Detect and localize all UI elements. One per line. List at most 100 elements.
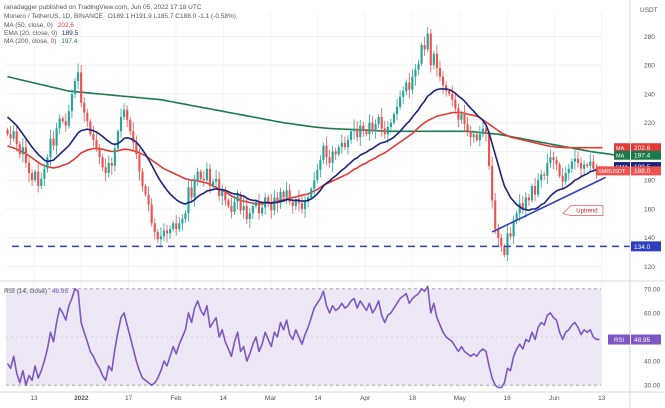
candle-body xyxy=(392,114,396,123)
time-tick-label: 13 xyxy=(30,395,38,402)
candle xyxy=(24,139,28,168)
support-badge: 134.0 xyxy=(631,241,661,252)
candle-body xyxy=(469,131,472,138)
candle-body xyxy=(380,116,383,129)
candle xyxy=(570,158,573,173)
legend-ma200[interactable]: MA (200, close, 0) 197.4 xyxy=(4,38,77,46)
candle xyxy=(346,135,350,155)
candle-body xyxy=(80,72,83,103)
candle-body xyxy=(242,206,245,211)
candle xyxy=(322,142,325,164)
candle xyxy=(383,121,386,139)
candle xyxy=(12,124,15,142)
candle-body xyxy=(359,125,362,138)
candle xyxy=(319,155,322,178)
price-badge-tag-bg xyxy=(614,150,630,160)
candle xyxy=(472,130,475,143)
candle xyxy=(104,158,107,182)
candle-body xyxy=(368,122,371,135)
candle-body xyxy=(132,131,135,143)
legend-ema20[interactable]: EMA (20, close, 0) 189.5 xyxy=(4,30,78,38)
candle-body xyxy=(294,198,297,207)
candle xyxy=(546,153,549,185)
candle xyxy=(343,136,346,151)
candle-body xyxy=(18,144,21,155)
candle-body xyxy=(101,157,104,168)
candle-body xyxy=(561,175,564,182)
candle xyxy=(162,223,166,242)
candle xyxy=(34,169,37,183)
candle-body xyxy=(49,138,52,158)
candle-body xyxy=(423,45,426,50)
candle-body xyxy=(441,76,445,86)
candle-body xyxy=(395,106,399,115)
legend-ma50-value: 202.6 xyxy=(57,22,74,29)
candle xyxy=(494,193,497,234)
candle-body xyxy=(273,197,276,211)
candle xyxy=(27,157,31,183)
candle xyxy=(70,89,74,119)
price-badge-tag-bg xyxy=(596,166,630,176)
candle-body xyxy=(478,134,481,140)
candle xyxy=(521,195,524,214)
candle xyxy=(169,225,172,240)
candle xyxy=(512,215,515,244)
candle-body xyxy=(515,213,518,221)
candle-body xyxy=(509,233,512,237)
rsi-legend[interactable]: RSI (14, close) 48.95 xyxy=(4,288,68,296)
candle-body xyxy=(555,160,558,165)
time-tick-label: Apr xyxy=(360,395,371,402)
candle-body xyxy=(205,168,208,181)
legend-ma50-label: MA (50, close, 0) xyxy=(4,22,53,29)
candle xyxy=(251,202,254,219)
candle xyxy=(402,86,405,105)
candle-body xyxy=(86,112,89,122)
candle-body xyxy=(175,223,178,230)
candle xyxy=(242,197,245,219)
price-badge-value: 197.4 xyxy=(634,153,651,160)
candle xyxy=(270,194,273,219)
candle xyxy=(567,163,570,181)
candle xyxy=(331,145,334,173)
candle xyxy=(533,177,537,202)
candle xyxy=(126,105,129,128)
price-badge-tag: XMRUSDT xyxy=(598,169,626,175)
candle-body xyxy=(218,178,221,197)
price-tick-label: 140 xyxy=(644,235,655,242)
candle-body xyxy=(405,82,408,92)
candle-body xyxy=(322,145,325,161)
candle xyxy=(392,111,396,125)
candle xyxy=(475,132,478,143)
candle-body xyxy=(129,119,132,132)
candle xyxy=(101,154,104,172)
candle-body xyxy=(215,178,218,182)
rsi-badge-value: 48.95 xyxy=(634,337,651,344)
candle-body xyxy=(21,147,24,155)
candle xyxy=(21,138,24,163)
candle xyxy=(374,119,377,139)
candle xyxy=(199,169,202,181)
candle xyxy=(408,73,411,98)
legend-ma50[interactable]: MA (50, close, 0) 202.6 xyxy=(4,22,74,30)
candle-body xyxy=(153,223,156,232)
candle-body xyxy=(346,139,350,148)
candle xyxy=(193,174,196,207)
candle-body xyxy=(337,147,340,155)
candle xyxy=(349,128,353,144)
uptrend-line xyxy=(491,176,606,233)
candle-body xyxy=(110,162,113,166)
candle-body xyxy=(362,125,365,132)
candle xyxy=(55,122,58,155)
candle-body xyxy=(116,131,120,149)
rsi-badge-value-bg xyxy=(631,334,661,345)
candle xyxy=(279,187,282,209)
currency-label: USDT xyxy=(640,7,658,14)
candle xyxy=(211,178,215,190)
candle-body xyxy=(374,124,377,132)
candle xyxy=(423,36,426,56)
candle xyxy=(359,119,362,147)
candle xyxy=(429,28,432,73)
candle-body xyxy=(12,131,15,139)
candle xyxy=(230,197,233,219)
